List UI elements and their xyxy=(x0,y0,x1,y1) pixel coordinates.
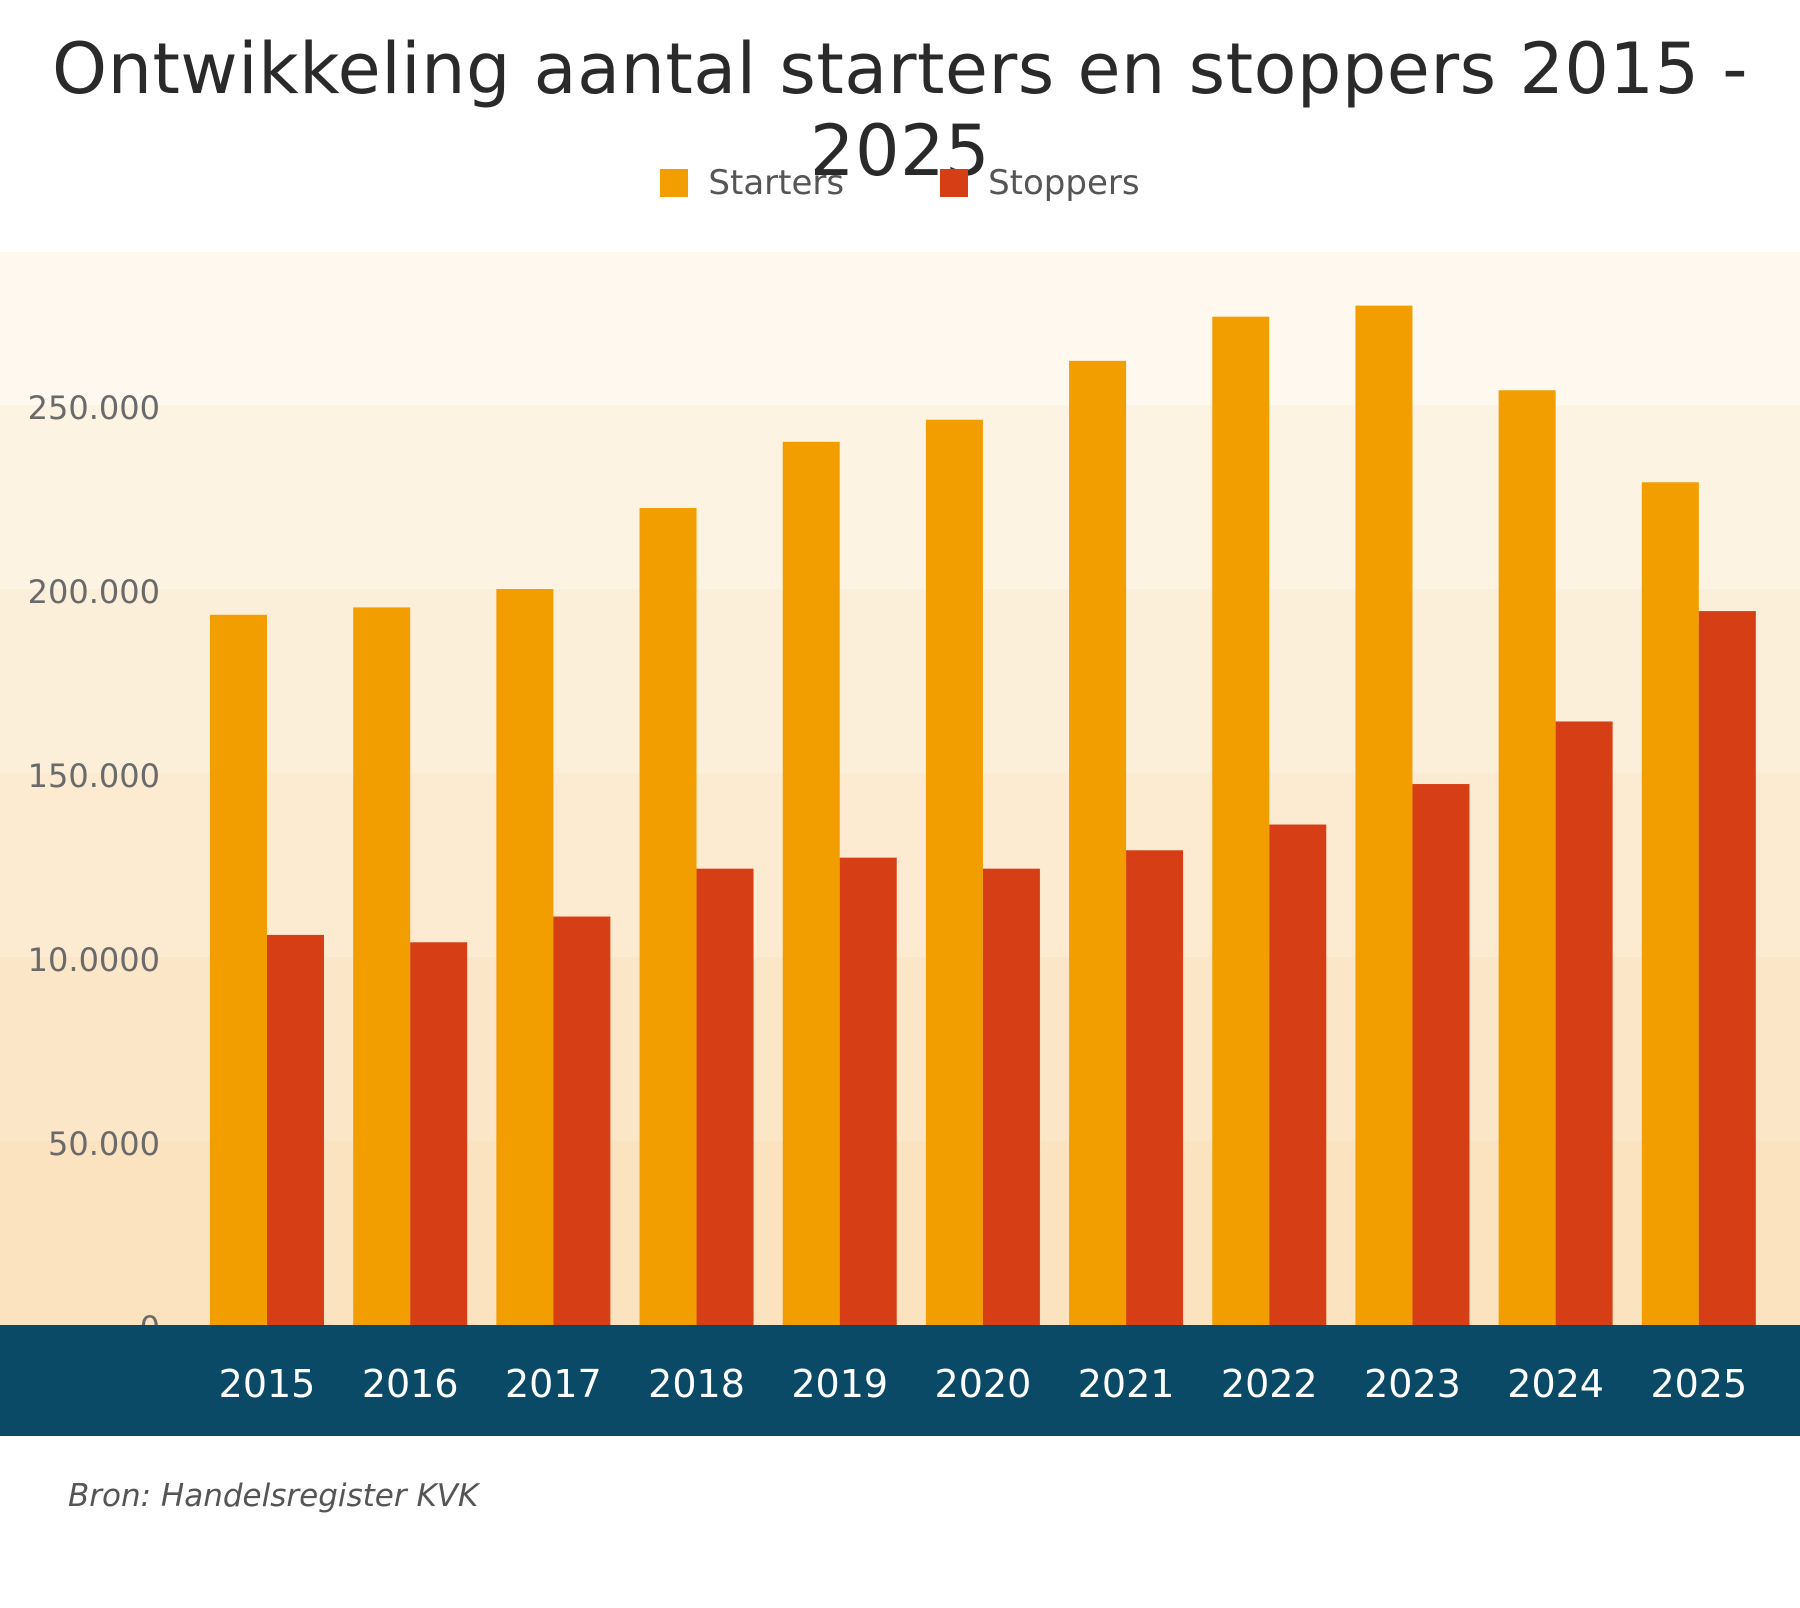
y-tick-label: 10.0000 xyxy=(28,941,160,979)
bar-starters-2016 xyxy=(353,607,411,1325)
y-tick-label: 250.000 xyxy=(28,389,160,427)
x-tick-label: 2015 xyxy=(219,1362,316,1406)
legend-swatch-stoppers xyxy=(940,169,969,197)
background-band xyxy=(0,252,1800,405)
bar-stoppers-2016 xyxy=(410,942,468,1325)
chart-title: Ontwikkeling aantal starters en stoppers… xyxy=(51,28,1748,192)
bar-starters-2018 xyxy=(639,508,697,1325)
bar-stoppers-2025 xyxy=(1698,611,1756,1325)
bar-stoppers-2018 xyxy=(696,868,754,1325)
x-tick-label: 2025 xyxy=(1650,1362,1747,1406)
x-tick-label: 2020 xyxy=(935,1362,1032,1406)
x-tick-label: 2024 xyxy=(1507,1362,1604,1406)
bar-stoppers-2022 xyxy=(1269,824,1327,1325)
bar-stoppers-2019 xyxy=(839,857,897,1325)
x-tick-label: 2016 xyxy=(362,1362,459,1406)
y-tick-label: 200.000 xyxy=(28,573,160,611)
bar-stoppers-2023 xyxy=(1412,784,1470,1325)
bar-starters-2015 xyxy=(210,614,267,1325)
x-tick-label: 2019 xyxy=(791,1362,888,1406)
bar-starters-2020 xyxy=(925,419,983,1326)
y-tick-label: 50.000 xyxy=(48,1125,160,1163)
bar-starters-2023 xyxy=(1355,305,1413,1325)
chart-legend: Starters Stoppers xyxy=(0,163,1800,203)
bar-stoppers-2021 xyxy=(1126,850,1184,1325)
bar-starters-2021 xyxy=(1069,360,1127,1326)
bar-stoppers-2024 xyxy=(1555,721,1613,1325)
x-tick-label: 2021 xyxy=(1078,1362,1175,1406)
legend-item-stoppers: Stoppers xyxy=(940,163,1140,203)
x-tick-label: 2017 xyxy=(505,1362,602,1406)
legend-item-starters: Starters xyxy=(660,163,844,203)
bar-starters-2024 xyxy=(1498,390,1556,1325)
bar-starters-2022 xyxy=(1212,316,1270,1325)
bar-starters-2017 xyxy=(496,589,554,1325)
x-tick-label: 2018 xyxy=(648,1362,745,1406)
x-axis-band xyxy=(0,1325,1800,1436)
bar-starters-2019 xyxy=(782,441,840,1325)
legend-swatch-starters xyxy=(660,169,689,197)
y-tick-label: 150.000 xyxy=(28,757,160,795)
x-tick-label: 2023 xyxy=(1364,1362,1461,1406)
source-note: Bron: Handelsregister KVK xyxy=(68,1478,479,1514)
bar-stoppers-2017 xyxy=(553,916,611,1325)
legend-label-stoppers: Stoppers xyxy=(988,163,1140,203)
bar-stoppers-2020 xyxy=(982,868,1040,1325)
x-tick-label: 2022 xyxy=(1221,1362,1318,1406)
legend-label-starters: Starters xyxy=(708,163,845,203)
bar-stoppers-2015 xyxy=(267,934,324,1325)
bar-starters-2025 xyxy=(1641,482,1699,1325)
